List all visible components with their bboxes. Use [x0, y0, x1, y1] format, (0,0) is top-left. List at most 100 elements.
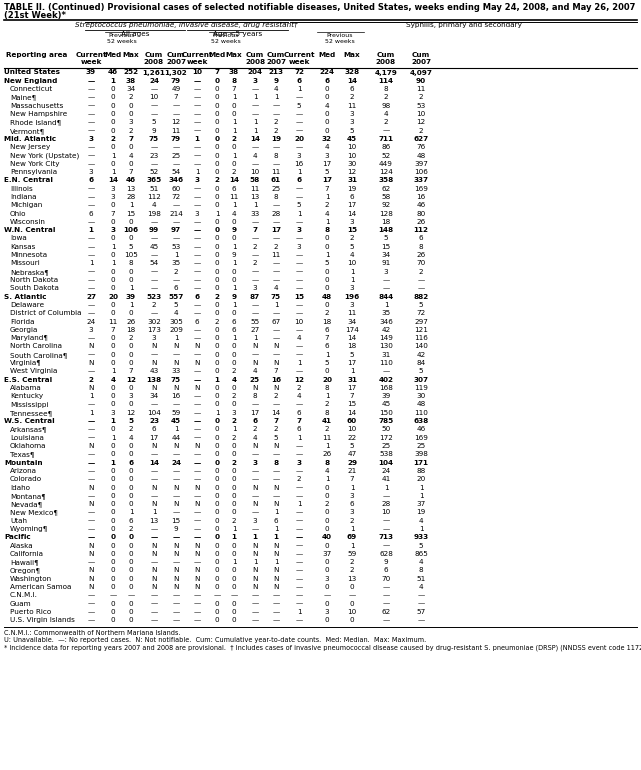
Text: 214: 214 [169, 211, 183, 216]
Text: 1: 1 [274, 534, 278, 541]
Text: 9: 9 [231, 252, 237, 258]
Text: 0: 0 [129, 584, 133, 590]
Text: 148: 148 [378, 227, 394, 233]
Text: 16: 16 [417, 194, 426, 200]
Text: N: N [173, 360, 179, 366]
Text: 0: 0 [215, 102, 219, 109]
Text: N: N [151, 576, 157, 582]
Text: —: — [194, 161, 201, 167]
Text: 15: 15 [347, 401, 356, 407]
Text: 2: 2 [215, 319, 219, 324]
Text: N: N [173, 501, 179, 507]
Text: 33: 33 [251, 211, 260, 216]
Text: 1: 1 [325, 393, 329, 399]
Text: 88: 88 [417, 468, 426, 474]
Text: —: — [194, 559, 201, 565]
Text: 7: 7 [325, 335, 329, 341]
Text: —: — [87, 592, 95, 598]
Text: 0: 0 [215, 128, 219, 134]
Text: 18: 18 [347, 343, 356, 350]
Text: 0: 0 [231, 161, 237, 167]
Text: 0: 0 [111, 476, 115, 482]
Text: 3: 3 [297, 227, 301, 233]
Text: 1: 1 [419, 493, 423, 499]
Text: —: — [296, 451, 303, 457]
Text: 38: 38 [126, 78, 136, 84]
Text: 57: 57 [417, 609, 426, 615]
Text: —: — [272, 451, 279, 457]
Text: 168: 168 [379, 385, 393, 391]
Text: 1: 1 [253, 203, 257, 209]
Text: 41: 41 [322, 418, 332, 424]
Text: 0: 0 [111, 484, 115, 490]
Text: 5: 5 [174, 302, 178, 308]
Text: —: — [251, 310, 258, 316]
Text: N: N [173, 551, 179, 557]
Text: Previous
52 weeks: Previous 52 weeks [324, 33, 354, 44]
Text: 0: 0 [215, 269, 219, 275]
Text: 1: 1 [111, 244, 115, 249]
Text: —: — [272, 236, 279, 242]
Text: 44: 44 [171, 435, 181, 440]
Text: —: — [87, 78, 95, 84]
Text: 0: 0 [129, 476, 133, 482]
Text: 557: 557 [169, 293, 183, 300]
Text: 0: 0 [231, 102, 237, 109]
Text: N: N [173, 385, 179, 391]
Text: —: — [151, 601, 158, 607]
Text: 252: 252 [124, 69, 138, 75]
Text: 10: 10 [347, 609, 356, 615]
Text: N: N [273, 443, 279, 449]
Text: N: N [88, 343, 94, 350]
Text: 0: 0 [325, 95, 329, 100]
Text: —: — [272, 401, 279, 407]
Text: 6: 6 [231, 326, 237, 333]
Text: 130: 130 [379, 343, 393, 350]
Text: 150: 150 [379, 410, 393, 416]
Text: —: — [194, 493, 201, 499]
Text: 2: 2 [129, 95, 133, 100]
Text: 0: 0 [325, 559, 329, 565]
Text: —: — [383, 584, 390, 590]
Text: 3: 3 [350, 493, 354, 499]
Text: 53: 53 [171, 244, 181, 249]
Text: —: — [383, 592, 390, 598]
Text: N: N [88, 501, 94, 507]
Text: 6: 6 [88, 211, 94, 216]
Text: C.N.M.I.: C.N.M.I. [10, 592, 38, 598]
Text: All ages: All ages [121, 31, 149, 37]
Text: —: — [383, 368, 390, 374]
Text: 1: 1 [350, 277, 354, 283]
Text: 2: 2 [253, 260, 257, 266]
Text: 0: 0 [129, 551, 133, 557]
Text: 0: 0 [215, 260, 219, 266]
Text: 1: 1 [350, 543, 354, 548]
Text: 0: 0 [215, 385, 219, 391]
Text: 34: 34 [126, 86, 136, 92]
Text: 2: 2 [231, 435, 237, 440]
Text: 0: 0 [111, 576, 115, 582]
Text: 51: 51 [149, 186, 158, 192]
Text: 2: 2 [350, 559, 354, 565]
Text: 0: 0 [215, 517, 219, 524]
Text: 72: 72 [171, 194, 181, 200]
Text: —: — [251, 618, 258, 623]
Text: 9: 9 [384, 559, 388, 565]
Text: —: — [251, 601, 258, 607]
Text: 116: 116 [414, 335, 428, 341]
Text: Alaska: Alaska [10, 543, 33, 548]
Text: 0: 0 [111, 102, 115, 109]
Text: 61: 61 [271, 177, 281, 183]
Text: —: — [151, 252, 158, 258]
Text: 4: 4 [325, 211, 329, 216]
Text: Max: Max [344, 52, 360, 58]
Text: N: N [88, 385, 94, 391]
Text: —: — [383, 517, 390, 524]
Text: 6: 6 [325, 326, 329, 333]
Text: 0: 0 [215, 609, 219, 615]
Text: 0: 0 [215, 501, 219, 507]
Text: 138: 138 [146, 377, 162, 383]
Text: 0: 0 [215, 451, 219, 457]
Text: American Samoa: American Samoa [10, 584, 71, 590]
Text: 0: 0 [129, 576, 133, 582]
